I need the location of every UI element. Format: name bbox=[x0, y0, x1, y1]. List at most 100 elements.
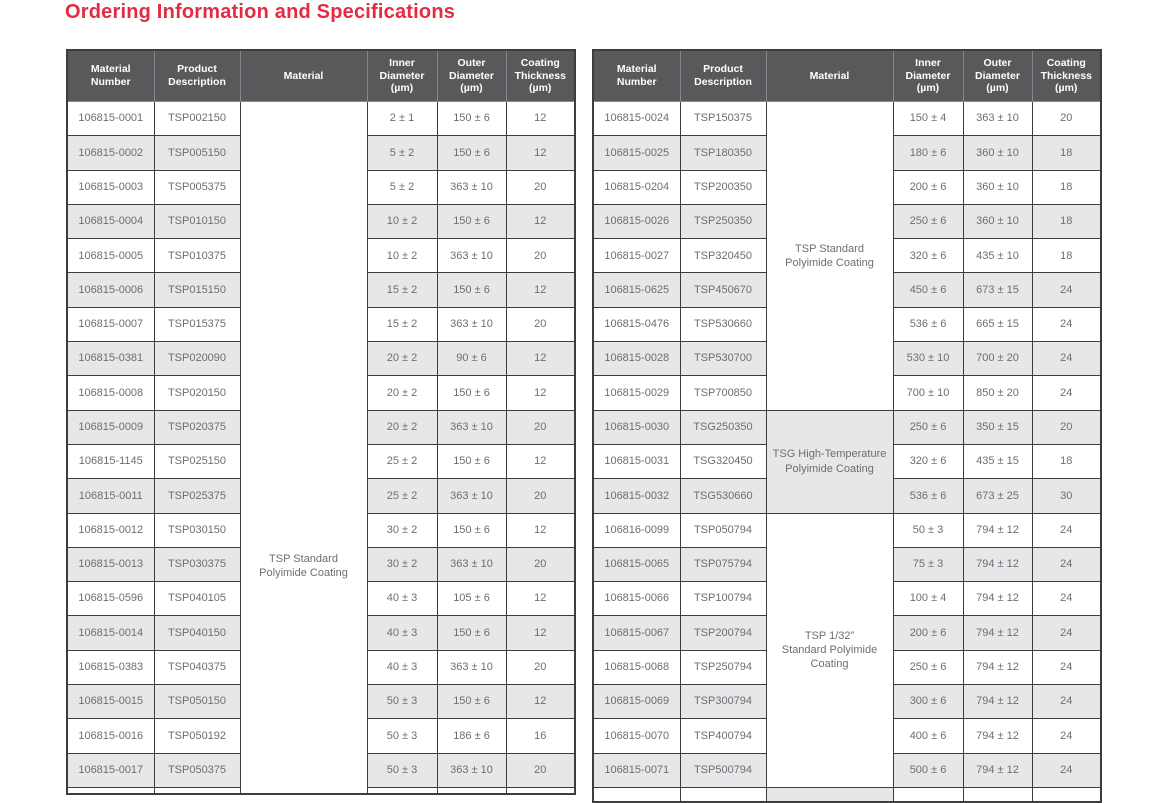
table-row: 106815-0476 TSP530660 536 ± 6 665 ± 15 24 bbox=[592, 306, 1102, 343]
table-row: 106815-0032 TSG530660 536 ± 6 673 ± 25 30 bbox=[592, 478, 1102, 514]
material-number-cell: 106815-0003 bbox=[66, 169, 155, 205]
column-header-material-number: Material Number bbox=[66, 49, 155, 102]
product-description-cell: TSP100794 bbox=[679, 581, 767, 617]
table-row: 106815-1145 TSP025150 25 ± 2 150 ± 6 12 bbox=[66, 443, 576, 480]
coating-thickness-cell: 24 bbox=[1031, 546, 1102, 583]
outer-diameter-cell: 150 ± 6 bbox=[436, 375, 507, 411]
outer-diameter-cell: 794 ± 12 bbox=[962, 684, 1033, 720]
inner-diameter-cell: 100 ± 4 bbox=[892, 581, 964, 617]
outer-diameter-cell: 363 ± 10 bbox=[436, 238, 507, 274]
inner-diameter-cell: 450 ± 6 bbox=[892, 272, 964, 308]
product-description-cell bbox=[679, 786, 767, 803]
column-header-outer-diameter: Outer Diameter (µm) bbox=[436, 49, 507, 102]
material-number-cell: 106815-0031 bbox=[592, 443, 681, 480]
table-row: 106815-0017 TSP050375 50 ± 3 363 ± 10 20 bbox=[66, 752, 576, 788]
outer-diameter-cell: 363 ± 10 bbox=[436, 169, 507, 205]
outer-diameter-cell: 150 ± 6 bbox=[436, 100, 507, 137]
coating-thickness-cell: 18 bbox=[1031, 203, 1102, 240]
coating-thickness-cell: 20 bbox=[505, 306, 576, 343]
table-row: 106815-0066 TSP100794 100 ± 4 794 ± 12 24 bbox=[592, 581, 1102, 617]
material-number-cell: 106815-0381 bbox=[66, 341, 155, 377]
material-number-cell: 106815-0006 bbox=[66, 272, 155, 308]
product-description-cell: TSP530660 bbox=[679, 306, 767, 343]
product-description-cell bbox=[153, 786, 241, 795]
coating-thickness-cell: 12 bbox=[505, 375, 576, 411]
material-number-cell: 106815-0005 bbox=[66, 238, 155, 274]
header-row: Material Number Product Description Mate… bbox=[66, 49, 576, 102]
material-number-cell: 106815-0014 bbox=[66, 615, 155, 651]
outer-diameter-cell: 150 ± 6 bbox=[436, 272, 507, 308]
coating-thickness-cell: 24 bbox=[1031, 272, 1102, 308]
outer-diameter-cell: 794 ± 12 bbox=[962, 752, 1033, 788]
outer-diameter-cell: 186 ± 6 bbox=[436, 718, 507, 754]
outer-diameter-cell: 665 ± 15 bbox=[962, 306, 1033, 343]
product-description-cell: TSP450670 bbox=[679, 272, 767, 308]
coating-thickness-cell: 24 bbox=[1031, 306, 1102, 343]
product-description-cell: TSP050150 bbox=[153, 684, 241, 720]
material-number-cell: 106815-0383 bbox=[66, 649, 155, 686]
table-row: 106815-0013 TSP030375 30 ± 2 363 ± 10 20 bbox=[66, 546, 576, 583]
coating-thickness-cell: 12 bbox=[505, 615, 576, 651]
inner-diameter-cell: 200 ± 6 bbox=[892, 615, 964, 651]
material-number-cell: 106815-0026 bbox=[592, 203, 681, 240]
coating-thickness-cell: 20 bbox=[505, 478, 576, 514]
material-number-cell: 106815-0065 bbox=[592, 546, 681, 583]
table-row: 106815-0016 TSP050192 50 ± 3 186 ± 6 16 bbox=[66, 718, 576, 754]
table-row: 106815-0625 TSP450670 450 ± 6 673 ± 15 24 bbox=[592, 272, 1102, 308]
material-number-cell: 106815-0069 bbox=[592, 684, 681, 720]
material-label: TSP Standard Polyimide Coating bbox=[259, 553, 348, 580]
table-row: 106815-0027 TSP320450 320 ± 6 435 ± 10 18 bbox=[592, 238, 1102, 274]
inner-diameter-cell bbox=[892, 786, 964, 803]
coating-thickness-cell: 18 bbox=[1031, 443, 1102, 480]
material-number-cell: 106815-0012 bbox=[66, 512, 155, 548]
coating-thickness-cell: 30 bbox=[1031, 478, 1102, 514]
product-description-cell: TSP250794 bbox=[679, 649, 767, 686]
table-row: 106816-0099 TSP050794 TSP 1/32” Standard P… bbox=[592, 512, 1102, 788]
outer-diameter-cell: 794 ± 12 bbox=[962, 615, 1033, 651]
inner-diameter-cell: 15 ± 2 bbox=[366, 306, 438, 343]
column-header-coating-thickness: Coating Thickness (µm) bbox=[505, 49, 576, 102]
inner-diameter-cell: 50 ± 3 bbox=[366, 752, 438, 788]
material-number-cell: 106815-0004 bbox=[66, 203, 155, 240]
outer-diameter-cell: 150 ± 6 bbox=[436, 443, 507, 480]
coating-thickness-cell: 12 bbox=[505, 135, 576, 171]
outer-diameter-cell: 360 ± 10 bbox=[962, 169, 1033, 205]
product-description-cell: TSP005150 bbox=[153, 135, 241, 171]
product-description-cell: TSP015150 bbox=[153, 272, 241, 308]
outer-diameter-cell: 360 ± 10 bbox=[962, 135, 1033, 171]
table-row: 106815-0025 TSP180350 180 ± 6 360 ± 10 18 bbox=[592, 135, 1102, 171]
outer-diameter-cell: 435 ± 15 bbox=[962, 443, 1033, 480]
outer-diameter-cell: 794 ± 12 bbox=[962, 581, 1033, 617]
outer-diameter-cell: 350 ± 15 bbox=[962, 409, 1033, 445]
material-cell: TSP 1/32” Standard Polyimide Coating bbox=[765, 512, 894, 788]
material-number-cell: 106815-0017 bbox=[66, 752, 155, 788]
material-number-cell bbox=[66, 786, 155, 795]
product-description-cell: TSP180350 bbox=[679, 135, 767, 171]
coating-thickness-cell: 18 bbox=[1031, 238, 1102, 274]
outer-diameter-cell: 363 ± 10 bbox=[436, 546, 507, 583]
outer-diameter-cell: 673 ± 25 bbox=[962, 478, 1033, 514]
coating-thickness-cell: 24 bbox=[1031, 375, 1102, 411]
coating-thickness-cell: 24 bbox=[1031, 649, 1102, 686]
material-label: TSP 1/32” Standard Polyimide Coating bbox=[781, 629, 878, 671]
material-number-cell: 106815-0596 bbox=[66, 581, 155, 617]
table-row: 106815-0068 TSP250794 250 ± 6 794 ± 12 24 bbox=[592, 649, 1102, 686]
coating-thickness-cell bbox=[505, 786, 576, 795]
column-header-product-description: Product Description bbox=[153, 49, 241, 102]
column-header-coating-thickness: Coating Thickness (µm) bbox=[1031, 49, 1102, 102]
inner-diameter-cell: 500 ± 6 bbox=[892, 752, 964, 788]
inner-diameter-cell: 25 ± 2 bbox=[366, 478, 438, 514]
table-row: 106815-0015 TSP050150 50 ± 3 150 ± 6 12 bbox=[66, 684, 576, 720]
material-number-cell: 106816-0099 bbox=[592, 512, 681, 548]
inner-diameter-cell: 250 ± 6 bbox=[892, 409, 964, 445]
material-number-cell: 106815-0009 bbox=[66, 409, 155, 445]
inner-diameter-cell: 20 ± 2 bbox=[366, 375, 438, 411]
outer-diameter-cell: 794 ± 12 bbox=[962, 512, 1033, 548]
column-header-material-number: Material Number bbox=[592, 49, 681, 102]
outer-diameter-cell: 150 ± 6 bbox=[436, 615, 507, 651]
table-row: 106815-0031 TSG320450 320 ± 6 435 ± 15 18 bbox=[592, 443, 1102, 480]
coating-thickness-cell: 18 bbox=[1031, 169, 1102, 205]
product-description-cell: TSP040105 bbox=[153, 581, 241, 617]
inner-diameter-cell: 530 ± 10 bbox=[892, 341, 964, 377]
material-number-cell: 106815-0476 bbox=[592, 306, 681, 343]
